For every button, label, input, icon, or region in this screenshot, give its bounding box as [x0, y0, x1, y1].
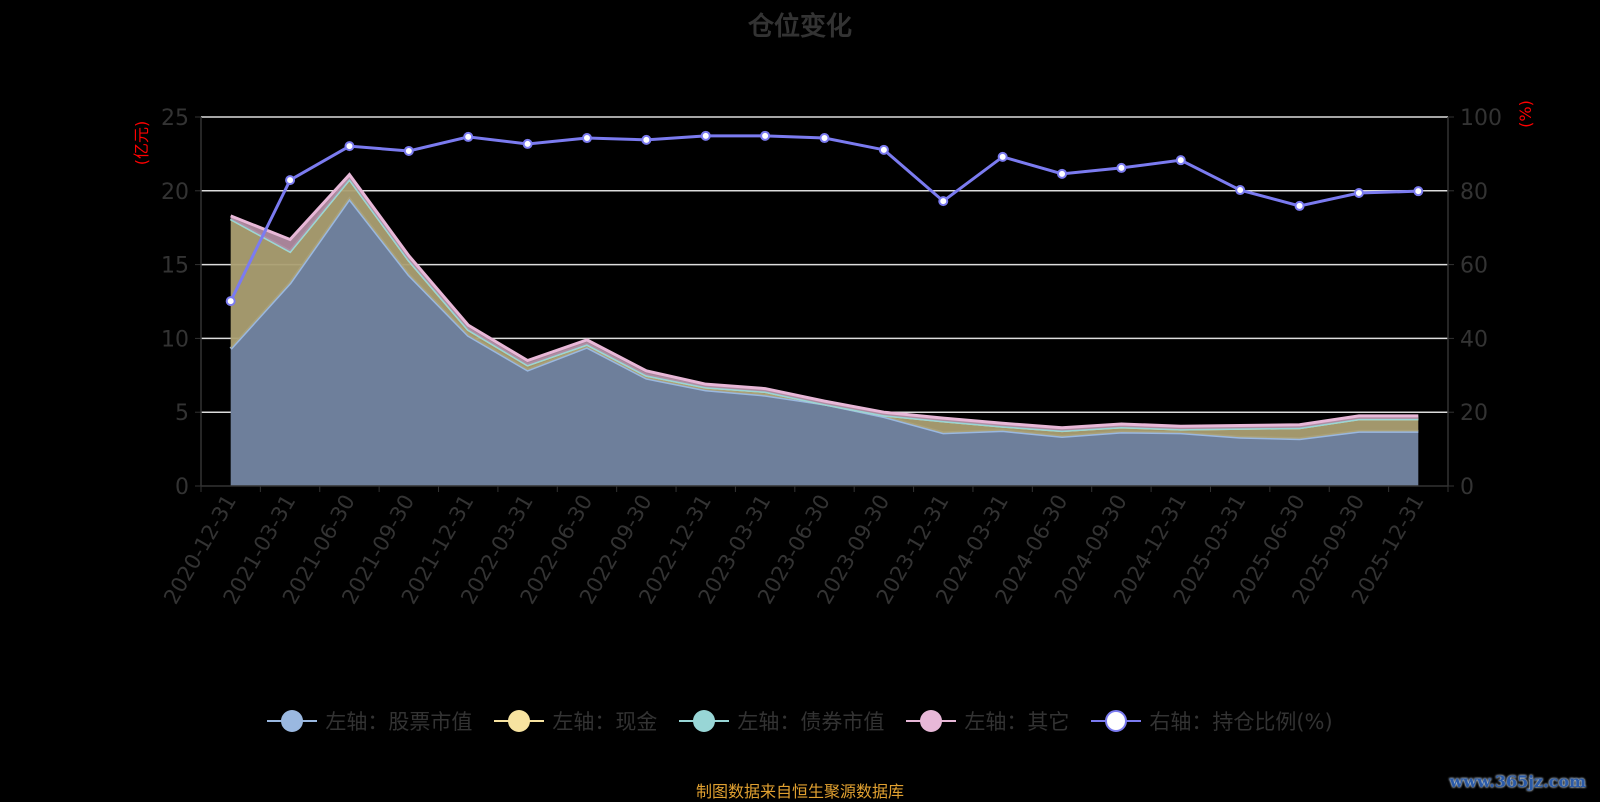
y-axis-label-right: (%) [1516, 100, 1535, 128]
y-tick-label-left: 25 [161, 106, 189, 131]
ratio-point [344, 141, 355, 152]
legend-label: 左轴：股票市值 [325, 710, 473, 734]
ratio-point [522, 138, 533, 149]
ratio-point [700, 130, 711, 141]
y-tick-label-right: 40 [1460, 327, 1488, 352]
y-tick-label-left: 15 [161, 254, 189, 279]
source-note: 制图数据来自恒生聚源数据库 [695, 782, 904, 801]
legend-label: 左轴：债券市值 [737, 710, 885, 734]
ratio-point [819, 133, 830, 144]
ratio-point [1353, 188, 1364, 199]
ratio-point [285, 175, 296, 186]
watermark: www.365jz.com [1449, 772, 1586, 791]
ratio-point [581, 133, 592, 144]
ratio-point [1294, 200, 1305, 211]
legend-label: 左轴：现金 [552, 710, 658, 734]
legend-symbol-icon [906, 706, 957, 736]
y-tick-label-left: 20 [161, 180, 189, 205]
y-tick-label-left: 5 [175, 401, 189, 426]
legend-item[interactable]: 右轴：持仓比例(%) [1091, 706, 1333, 736]
ratio-point [878, 144, 889, 155]
ratio-point [403, 145, 414, 156]
y-tick-label-left: 0 [175, 475, 189, 500]
ratio-point [641, 134, 652, 145]
y-axis-label-left: (亿元) [132, 121, 151, 166]
legend-symbol-icon [267, 706, 318, 736]
area-0 [230, 198, 1419, 486]
legend-symbol-icon [679, 706, 730, 736]
chart-title: 仓位变化 [747, 12, 852, 42]
legend-item[interactable]: 左轴：股票市值 [267, 706, 472, 736]
y-tick-label-right: 100 [1460, 106, 1502, 131]
ratio-point [1235, 185, 1246, 196]
ratio-point [1116, 162, 1127, 173]
ratio-point [463, 131, 474, 142]
ratio-point [1413, 186, 1424, 197]
ratio-point [760, 130, 771, 141]
y-tick-label-right: 20 [1460, 401, 1488, 426]
legend-symbol-icon [1091, 706, 1142, 736]
y-tick-label-right: 80 [1460, 180, 1488, 205]
legend-item[interactable]: 左轴：债券市值 [679, 706, 884, 736]
y-tick-label-left: 10 [161, 327, 189, 352]
ratio-point [225, 296, 236, 307]
ratio-point [997, 151, 1008, 162]
legend-symbol-icon [494, 706, 545, 736]
legend-label: 左轴：其它 [964, 710, 1070, 734]
y-tick-label-right: 60 [1460, 254, 1488, 279]
legend-item[interactable]: 左轴：其它 [906, 706, 1069, 736]
y-tick-label-right: 0 [1460, 475, 1474, 500]
ratio-point [938, 196, 949, 207]
legend: 左轴：股票市值 左轴：现金 左轴：债券市值 左轴：其它 右轴：持仓比例(%) [0, 706, 1600, 736]
ratio-point [1057, 168, 1068, 179]
ratio-point [1175, 155, 1186, 166]
series-line-3 [230, 172, 1419, 430]
legend-label: 右轴：持仓比例(%) [1149, 710, 1333, 734]
legend-item[interactable]: 左轴：现金 [494, 706, 657, 736]
